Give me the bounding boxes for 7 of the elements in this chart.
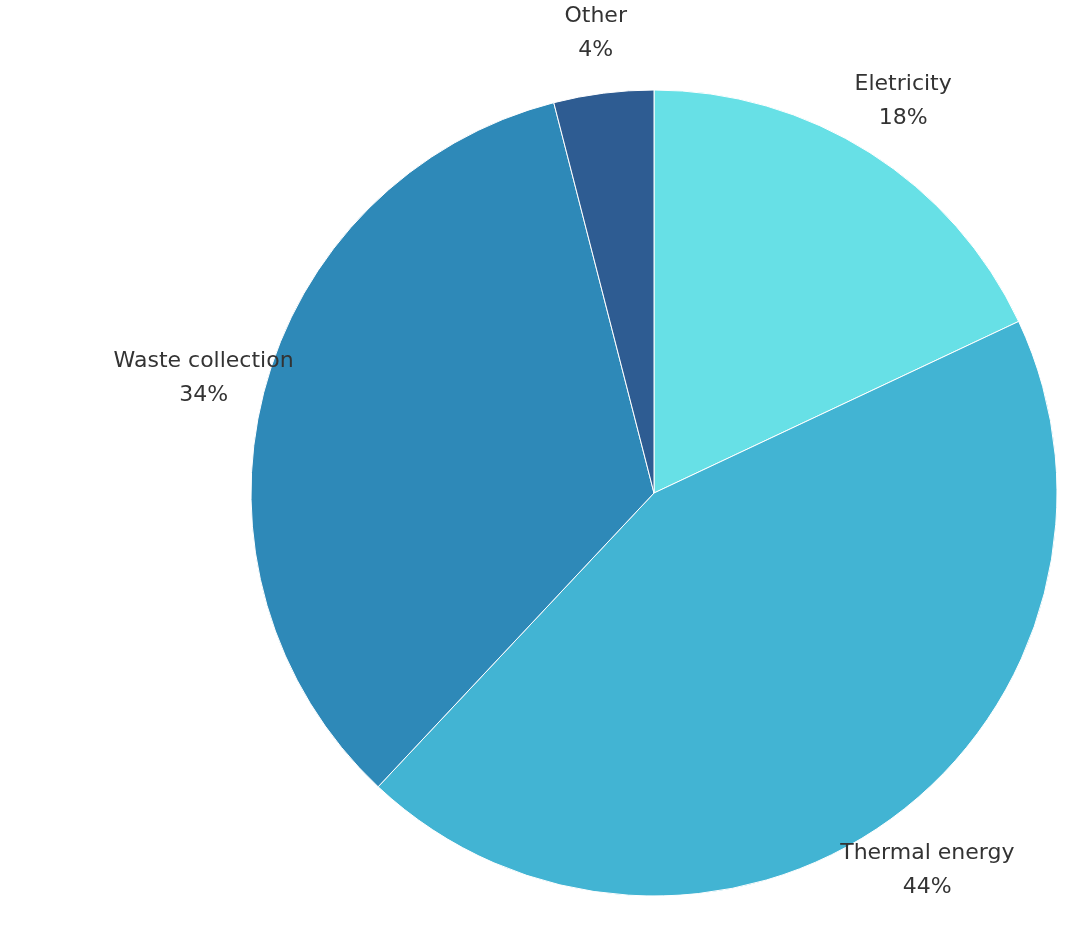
data-label: 44% [902, 873, 952, 899]
slice-label: Other [564, 1, 628, 27]
slice-label: Thermal energy [839, 839, 1015, 865]
data-label: 34% [179, 381, 229, 407]
data-label: 18% [878, 104, 928, 130]
data-label: 4% [578, 35, 614, 61]
slice-label: Eletricity [854, 70, 952, 96]
